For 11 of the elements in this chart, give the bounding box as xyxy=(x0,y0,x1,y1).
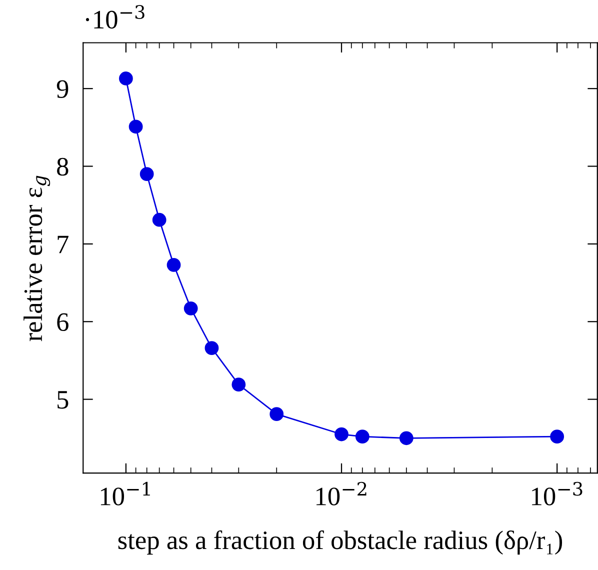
y-tick-label: 8 xyxy=(57,158,68,176)
x-tick-label: 10$^{−1}$ xyxy=(100,482,150,506)
x-axis-title: step as a fraction of obstacle radius (δρ/r₁) xyxy=(118,530,562,555)
y-tick-label: 9 xyxy=(56,80,68,98)
x-tick-label: 10$^{−3}$ xyxy=(532,482,582,506)
x-tick-label: 10$^{−2}$ xyxy=(316,482,366,506)
y-tick-label: 6 xyxy=(57,313,68,332)
y-tick-label: 7 xyxy=(58,236,68,254)
text: ·10$^{−3}$ xyxy=(86,5,144,29)
y-tick-label: 5 xyxy=(58,391,68,409)
y-axis-title: relative error ε$_{g}$ xyxy=(24,176,50,342)
